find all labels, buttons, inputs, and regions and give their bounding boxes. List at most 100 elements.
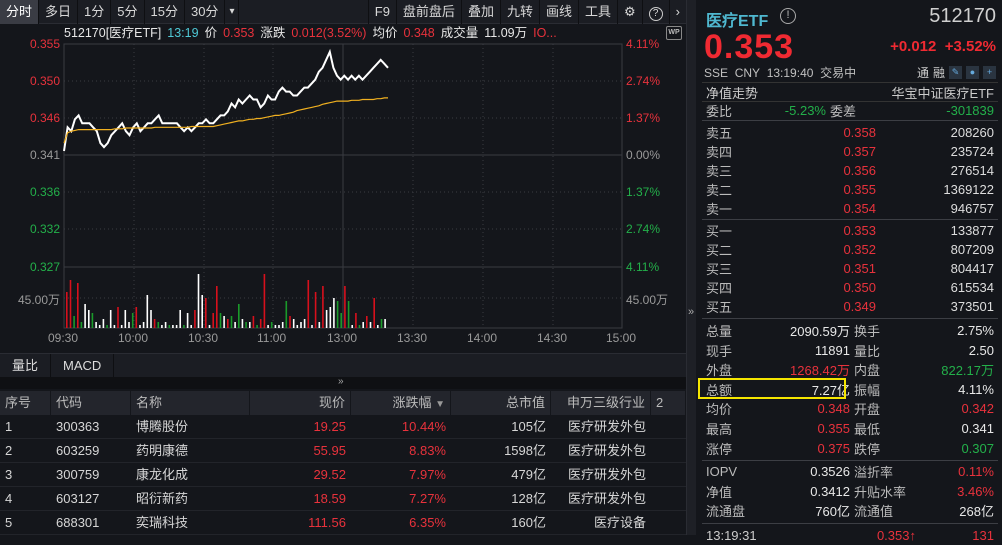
- tab-intraday[interactable]: 分时: [0, 0, 40, 24]
- row-index: 3: [5, 467, 13, 482]
- stat-row: 最高 0.355 最低 0.341: [702, 419, 998, 438]
- table-row[interactable]: 4 603127 昭衍新药 18.59 7.27% 128亿 医疗研发外包: [0, 487, 686, 511]
- draw-line-button[interactable]: 画线: [538, 0, 578, 24]
- col-market-cap[interactable]: 总市值: [451, 391, 551, 415]
- bid-level[interactable]: 买四 0.350 615534: [702, 278, 998, 297]
- change-pct: +3.52%: [944, 38, 996, 55]
- double-chevron-down-icon[interactable]: »: [338, 376, 344, 387]
- security-name[interactable]: 医疗ETF: [706, 13, 769, 30]
- y-right-tick: 2.74%: [626, 74, 661, 88]
- change-abs: +0.012: [890, 38, 937, 55]
- level-volume: 807209: [950, 242, 994, 257]
- y-right-tick: 4.11%: [626, 37, 660, 51]
- row-industry: 医疗研发外包: [567, 491, 646, 506]
- level-label: 买二: [706, 243, 733, 258]
- divider: [702, 318, 998, 319]
- divider: [702, 460, 998, 462]
- level-price: 0.352: [843, 242, 876, 257]
- table-row[interactable]: 1 300363 博腾股份 19.25 10.44% 105亿 医疗研发外包: [0, 415, 686, 439]
- volume-label: 成交量: [440, 26, 479, 40]
- period-dropdown-icon[interactable]: ▾: [225, 0, 240, 24]
- tab-5min[interactable]: 5分: [111, 0, 145, 24]
- intraday-chart[interactable]: [0, 0, 686, 353]
- col-index[interactable]: 序号: [0, 391, 51, 415]
- col-industry[interactable]: 申万三级行业: [551, 391, 651, 415]
- stat-value: 7.27亿: [811, 382, 850, 398]
- y-right-tick: 0.00%: [626, 148, 661, 162]
- row-code: 300759: [56, 467, 100, 482]
- row-code: 603259: [56, 443, 100, 458]
- stat-label-2: 开盘: [854, 402, 881, 418]
- plus-icon[interactable]: +: [983, 66, 996, 79]
- tab-volume-ratio[interactable]: 量比: [0, 354, 52, 378]
- ask-level[interactable]: 卖四 0.357 235724: [702, 142, 998, 161]
- stat-row: 现手 11891 量比 2.50: [702, 341, 998, 360]
- stat-row: 外盘 1268.42万 内盘 822.17万: [702, 360, 998, 379]
- tracking-index-name[interactable]: 华宝中证医疗ETF: [891, 85, 994, 101]
- level-price: 0.354: [843, 201, 876, 216]
- nav-trend-link[interactable]: 净值走势: [706, 85, 759, 101]
- y-left-tick: 0.327: [30, 260, 61, 274]
- sort-desc-icon: ▼: [435, 399, 445, 410]
- f9-button[interactable]: F9: [367, 0, 396, 24]
- tab-macd[interactable]: MACD: [51, 354, 115, 378]
- col-pct-change[interactable]: 涨跌幅 ▼: [351, 391, 451, 415]
- wp-monitor-icon[interactable]: WP: [666, 26, 682, 40]
- tab-15min[interactable]: 15分: [145, 0, 185, 24]
- last-price: 0.353: [704, 28, 795, 66]
- info-icon[interactable]: !: [780, 8, 796, 24]
- collapse-right-icon[interactable]: »: [688, 306, 695, 318]
- ask-level[interactable]: 卖三 0.356 276514: [702, 161, 998, 180]
- y-right-tick: 2.74%: [626, 222, 661, 236]
- col-code[interactable]: 代码: [51, 391, 131, 415]
- stat-value-2: 2.50: [968, 342, 994, 358]
- help-glyph: ?: [648, 7, 663, 21]
- ask-level[interactable]: 卖二 0.355 1369122: [702, 180, 998, 199]
- stat-value-2: 0.342: [961, 401, 994, 417]
- indicator-tabs: 量比 MACD: [0, 353, 686, 378]
- chevron-right-icon[interactable]: ›: [668, 0, 686, 24]
- ask-level[interactable]: 卖五 0.358 208260: [702, 123, 998, 142]
- row-name: 博腾股份: [136, 419, 189, 434]
- row-cap: 160亿: [511, 515, 546, 530]
- tab-30min[interactable]: 30分: [185, 0, 226, 24]
- y-left-tick: 0.346: [30, 111, 61, 125]
- col-name[interactable]: 名称: [131, 391, 250, 415]
- table-row[interactable]: 3 300759 康龙化成 29.52 7.97% 479亿 医疗研发外包: [0, 463, 686, 487]
- stat-label-2: 内盘: [854, 363, 881, 379]
- gear-icon[interactable]: ⚙: [617, 0, 642, 24]
- overlay-button[interactable]: 叠加: [460, 0, 500, 24]
- stat-value-2: 0.307: [961, 440, 994, 456]
- bid-level[interactable]: 买二 0.352 807209: [702, 240, 998, 259]
- col-extra[interactable]: 2: [651, 391, 686, 415]
- panel-divider[interactable]: »: [686, 0, 696, 535]
- bid-level[interactable]: 买一 0.353 133877: [702, 221, 998, 240]
- y-left-tick: 0.355: [30, 37, 61, 51]
- pre-post-market-button[interactable]: 盘前盘后: [395, 0, 461, 24]
- pencil-icon[interactable]: ✎: [949, 66, 962, 79]
- chart-info-bar: 512170[医疗ETF] 13:19 价 0.353 涨跌 0.012(3.52%) 均价…: [64, 24, 563, 42]
- table-row[interactable]: 5 688301 奕瑞科技 111.56 6.35% 160亿 医疗设备: [0, 511, 686, 535]
- nine-turn-button[interactable]: 九转: [499, 0, 539, 24]
- table-row[interactable]: 2 603259 药明康德 55.95 8.83% 1598亿 医疗研发外包: [0, 439, 686, 463]
- table-header: 序号 代码 名称 现价 涨跌幅 ▼ 总市值 申万三级行业 2: [0, 391, 686, 415]
- y-right-tick: 4.11%: [626, 260, 660, 274]
- x-tick: 14:30: [537, 331, 568, 345]
- chart-toolbar: 分时 多日 1分 5分 15分 30分 ▾ F9 盘前盘后 叠加 九转 画线 工…: [0, 0, 686, 24]
- help-icon[interactable]: ?: [641, 0, 669, 24]
- tab-multi-day[interactable]: 多日: [39, 0, 79, 24]
- bid-level[interactable]: 买五 0.349 373501: [702, 297, 998, 316]
- row-industry: 医疗研发外包: [567, 419, 646, 434]
- bid-level[interactable]: 买三 0.351 804417: [702, 259, 998, 278]
- y-left-tick: 0.341: [30, 148, 61, 162]
- level-price: 0.351: [843, 261, 876, 276]
- stat-label-2: 最低: [854, 422, 881, 437]
- tools-button[interactable]: 工具: [577, 0, 617, 24]
- stat-value: 0.348: [817, 401, 850, 417]
- ask-level[interactable]: 卖一 0.354 946757: [702, 199, 998, 218]
- tab-1min[interactable]: 1分: [78, 0, 112, 24]
- panel-splitter[interactable]: »: [0, 376, 686, 389]
- col-price[interactable]: 现价: [250, 391, 351, 415]
- bell-icon[interactable]: ●: [966, 66, 979, 79]
- level-label: 卖五: [706, 126, 733, 141]
